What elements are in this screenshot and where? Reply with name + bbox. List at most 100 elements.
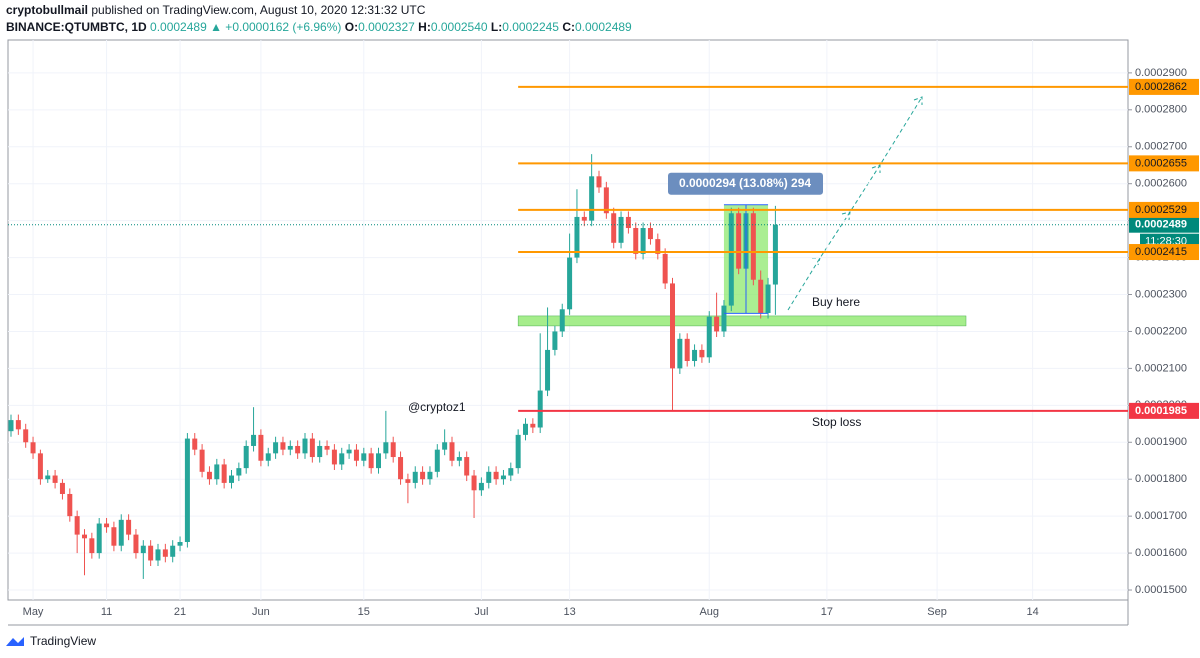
level-tag xyxy=(1129,201,1199,218)
candle-body xyxy=(236,468,242,476)
candle-body xyxy=(464,457,470,476)
y-tick-label: 0.0001800 xyxy=(1135,473,1187,485)
candle-body xyxy=(273,442,279,454)
candle-body xyxy=(192,438,198,450)
candle-body xyxy=(265,453,271,461)
publish-line: cryptobullmail published on TradingView.… xyxy=(6,3,425,17)
candle-body xyxy=(295,445,301,454)
candle-body xyxy=(581,216,587,221)
candle-body xyxy=(537,390,543,428)
candle-body xyxy=(376,453,381,469)
candle-body xyxy=(280,442,286,450)
candle-body xyxy=(545,349,551,391)
candle-body xyxy=(706,316,712,358)
candle-body xyxy=(618,216,624,243)
logo-icon xyxy=(6,637,24,646)
measure-label-box xyxy=(668,172,823,195)
candle-body xyxy=(287,445,293,450)
candle-body xyxy=(45,475,51,480)
candle-body xyxy=(23,429,29,443)
candle-body xyxy=(684,338,690,362)
level-label: 0.0002529 xyxy=(1135,204,1187,216)
candle-body xyxy=(229,475,234,483)
candle-body xyxy=(765,284,771,313)
open-label: O: xyxy=(344,20,359,34)
candle-body xyxy=(30,442,36,454)
close-label: C: xyxy=(562,20,575,34)
arrowheads xyxy=(812,96,923,266)
symbol-line: BINANCE:QTUMBTC, 1D 0.0002489 ▲ +0.00001… xyxy=(6,20,632,34)
author: cryptobullmail xyxy=(6,3,89,17)
candle-body xyxy=(508,468,514,476)
low-value: 0.0002245 xyxy=(502,20,559,34)
candle-body xyxy=(243,445,249,469)
y-tick-label: 0.0002100 xyxy=(1135,362,1187,374)
candle-body xyxy=(478,482,484,491)
candle-body xyxy=(59,482,65,494)
candle-body xyxy=(184,438,190,543)
candle-body xyxy=(670,283,675,369)
candle-body xyxy=(603,187,609,214)
level-label: 0.0002415 xyxy=(1135,246,1187,258)
y-tick-label: 0.0001900 xyxy=(1135,436,1187,448)
candle-body xyxy=(699,349,705,358)
candle-body xyxy=(647,228,653,240)
candle-body xyxy=(155,549,161,561)
candle-body xyxy=(37,453,43,480)
candle-body xyxy=(383,442,389,454)
current-price-tag xyxy=(1129,216,1199,233)
x-tick-label: 15 xyxy=(358,606,370,618)
candle-body xyxy=(214,464,220,480)
high-label: H: xyxy=(418,20,431,34)
close-value: 0.0002489 xyxy=(575,20,632,34)
candle-body xyxy=(67,493,73,517)
candle-body xyxy=(346,449,352,454)
x-tick-label: May xyxy=(23,606,44,618)
candle-body xyxy=(133,534,139,554)
candle-body xyxy=(412,471,418,483)
x-tick-label: Sep xyxy=(927,606,947,618)
candle-body xyxy=(442,442,448,450)
candle-body xyxy=(434,449,440,472)
y-tick-label: 0.0002300 xyxy=(1135,288,1187,300)
candle-body xyxy=(8,420,14,432)
logo: TradingView xyxy=(6,634,96,648)
candle-body xyxy=(398,457,404,480)
candle-body xyxy=(74,516,80,535)
last-price: 0.0002489 xyxy=(150,20,207,34)
y-tick-label: 0.0002200 xyxy=(1135,325,1187,337)
y-tick-label: 0.0002900 xyxy=(1135,67,1187,79)
measure-label: 0.0000294 (13.08%) 294 xyxy=(679,176,811,190)
published: published on TradingView.com, August 10,… xyxy=(91,3,426,17)
candle-body xyxy=(199,449,205,472)
buy-zone xyxy=(517,315,967,327)
symbol: BINANCE:QTUMBTC, 1D xyxy=(6,20,147,34)
annotation: @cryptoz1 xyxy=(408,400,466,414)
candle-body xyxy=(420,471,426,480)
current-price-label: 0.0002489 xyxy=(1135,219,1187,231)
x-tick-label: Aug xyxy=(699,606,719,618)
candle-body xyxy=(427,471,433,480)
x-tick-label: Jun xyxy=(252,606,270,618)
y-tick-label: 0.0001600 xyxy=(1135,547,1187,559)
candle-body xyxy=(449,442,455,461)
candle-body xyxy=(596,176,602,188)
candle-body xyxy=(82,534,87,539)
level-tag xyxy=(1129,244,1199,261)
x-tick-label: 21 xyxy=(174,606,186,618)
candle-body xyxy=(750,213,756,280)
y-tick-label: 0.0002700 xyxy=(1135,141,1187,153)
candle-body xyxy=(162,549,168,557)
candle-body xyxy=(111,527,117,546)
candle-body xyxy=(118,519,124,546)
x-tick-label: 14 xyxy=(1027,606,1039,618)
level-tag xyxy=(1129,155,1199,172)
candle-body xyxy=(390,442,396,458)
candle-body xyxy=(353,449,359,461)
candle-body xyxy=(486,471,492,483)
candle-body xyxy=(368,453,374,469)
buy-zone-label: Buy here xyxy=(812,295,860,309)
candle-body xyxy=(567,257,573,310)
candle-body xyxy=(515,434,521,469)
candle-body xyxy=(339,453,345,465)
